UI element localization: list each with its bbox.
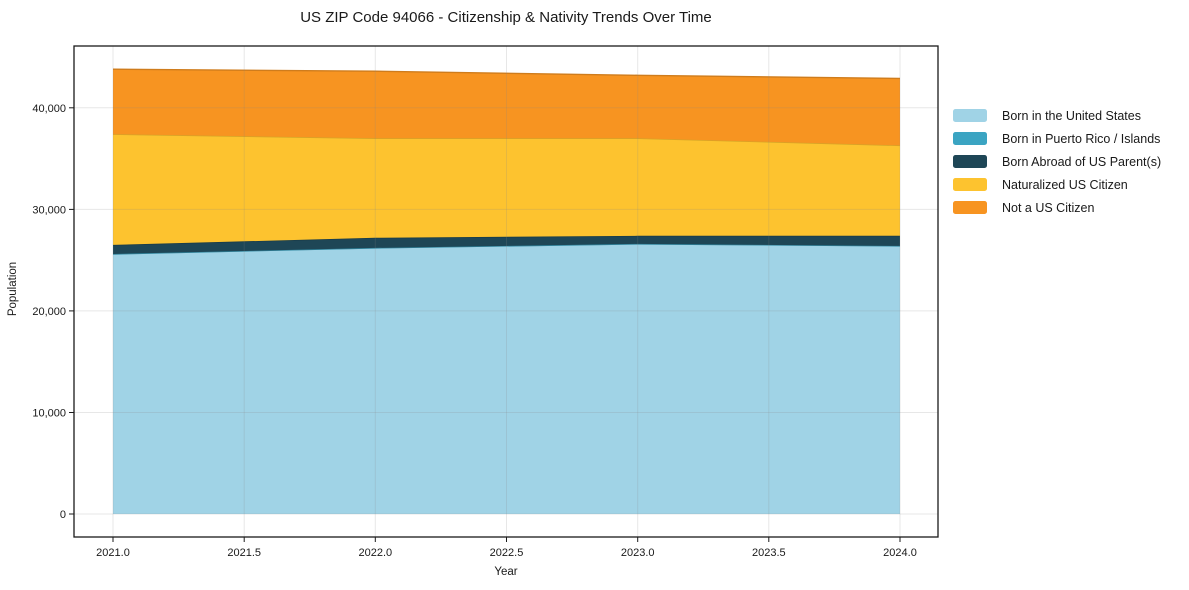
x-tick-label: 2023.5 <box>752 547 786 559</box>
legend-swatch <box>953 109 987 122</box>
legend-item-born-in-the-united-states: Born in the United States <box>953 104 1161 127</box>
legend-label: Not a US Citizen <box>1002 200 1095 215</box>
chart-legend: Born in the United States Born in Puerto … <box>953 104 1161 219</box>
x-tick-label: 2022.0 <box>358 547 392 559</box>
x-tick-label: 2021.5 <box>227 547 261 559</box>
legend-swatch <box>953 132 987 145</box>
legend-label: Born in Puerto Rico / Islands <box>1002 131 1161 146</box>
axis-ticks: 2021.0 2021.5 2022.0 2022.5 2023.0 2023.5 2024… <box>32 103 916 559</box>
chart-title: US ZIP Code 94066 - Citizenship & Nativi… <box>300 9 712 26</box>
legend-swatch <box>953 201 987 214</box>
legend-item-born-abroad-of-us-parent-s: Born Abroad of US Parent(s) <box>953 150 1161 173</box>
area-not-a-us-citizen <box>113 69 900 146</box>
x-tick-label: 2024.0 <box>883 547 917 559</box>
legend-item-naturalized-us-citizen: Naturalized US Citizen <box>953 173 1161 196</box>
area-born-in-the-united-states <box>113 243 900 514</box>
x-tick-label: 2022.5 <box>490 547 524 559</box>
x-axis-label: Year <box>494 566 517 578</box>
y-tick-label: 10,000 <box>32 408 66 420</box>
legend-item-born-in-puerto-rico-islands: Born in Puerto Rico / Islands <box>953 127 1161 150</box>
y-tick-label: 20,000 <box>32 306 66 318</box>
y-axis-label: Population <box>7 262 19 316</box>
area-naturalized-us-citizen <box>113 134 900 245</box>
x-tick-label: 2021.0 <box>96 547 130 559</box>
y-tick-label: 0 <box>60 509 66 521</box>
stacked-areas <box>112 68 901 514</box>
y-tick-label: 30,000 <box>32 204 66 216</box>
area-born-abroad-of-us-parent-s <box>113 235 900 254</box>
gridlines <box>74 46 938 537</box>
legend-label: Naturalized US Citizen <box>1002 177 1128 192</box>
legend-swatch <box>953 178 987 191</box>
x-tick-label: 2023.0 <box>621 547 655 559</box>
y-tick-label: 40,000 <box>32 103 66 115</box>
area-edge-not-a-us-citizen <box>112 68 901 80</box>
legend-swatch <box>953 155 987 168</box>
legend-label: Born in the United States <box>1002 108 1141 123</box>
legend-item-not-a-us-citizen: Not a US Citizen <box>953 196 1161 219</box>
legend-label: Born Abroad of US Parent(s) <box>1002 154 1162 169</box>
